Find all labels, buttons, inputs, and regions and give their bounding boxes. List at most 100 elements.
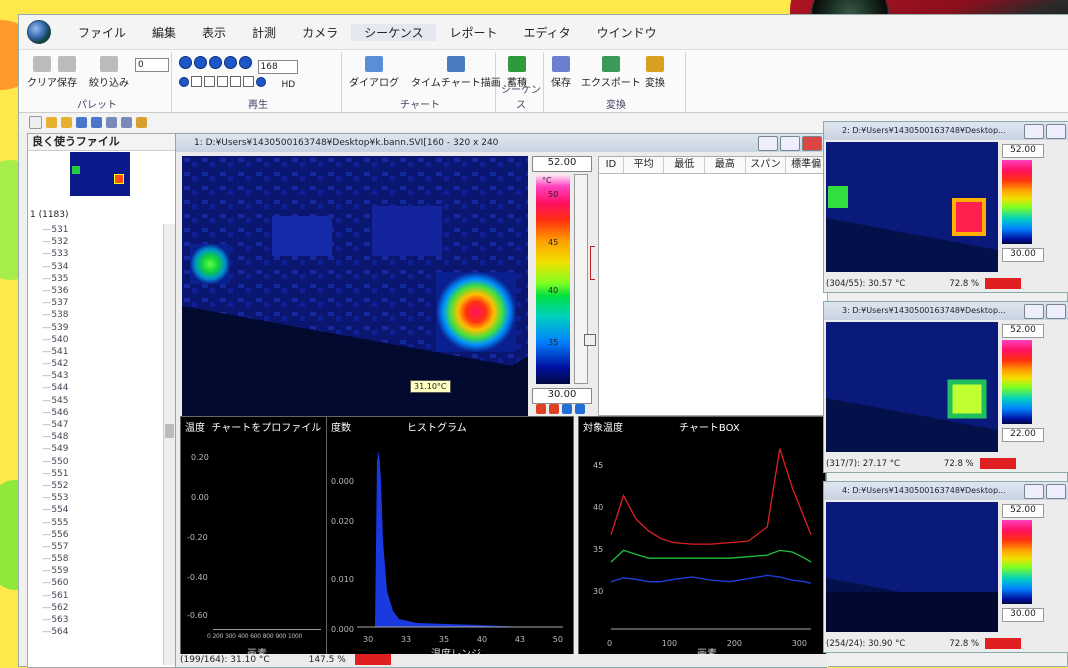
tree-item[interactable]: —549 [28,443,164,455]
new-file-icon[interactable] [29,115,42,129]
option-checkbox[interactable] [230,76,241,87]
tree-item[interactable]: —560 [28,577,164,589]
open-recent-icon[interactable] [61,116,72,128]
col-min[interactable]: 最低 [664,157,706,173]
search-icon[interactable] [106,116,117,128]
menu-sequence[interactable]: シーケンス [351,23,437,41]
tree-item[interactable]: —559 [28,565,164,577]
menu-window[interactable]: ウインドウ [596,25,657,40]
stop-icon[interactable] [209,56,222,69]
side-color-scale[interactable] [1002,520,1032,604]
scale-slider-handle[interactable] [584,334,596,346]
side-color-scale[interactable] [1002,340,1032,424]
menu-camera[interactable]: カメラ [302,25,339,40]
tree-item[interactable]: —540 [28,334,164,346]
tree-item[interactable]: —553 [28,492,164,504]
tree-item[interactable]: —537 [28,297,164,309]
back-icon[interactable] [76,116,87,128]
tree-item[interactable]: —558 [28,553,164,565]
tree-item[interactable]: —532 [28,236,164,248]
tree-item[interactable]: —542 [28,358,164,370]
tree-item[interactable]: —534 [28,261,164,273]
dialog-button[interactable]: ダイアログ [349,56,399,89]
side-min-input[interactable]: 30.00 [1002,608,1044,622]
maximize-button[interactable] [1046,124,1066,139]
option-checkbox[interactable] [204,76,215,87]
tree-item[interactable]: —552 [28,480,164,492]
menu-report[interactable]: レポート [449,25,498,40]
menu-view[interactable]: 表示 [202,25,227,40]
rewind-icon[interactable] [179,56,192,69]
palette-red-button[interactable] [549,404,559,414]
scale-range-marker[interactable] [590,246,595,280]
tree-item[interactable]: —539 [28,322,164,334]
menu-file[interactable]: ファイル [78,25,127,40]
menu-measure[interactable]: 計測 [252,25,277,40]
tree-item[interactable]: —543 [28,370,164,382]
tree-item[interactable]: —545 [28,395,164,407]
open-folder-icon[interactable] [46,116,57,128]
max-temp-input[interactable]: 52.00 [532,156,592,172]
scroll-thumb[interactable] [165,424,174,438]
tree-item[interactable]: —557 [28,541,164,553]
export-button[interactable]: エクスポート [581,56,641,89]
clear-button[interactable]: クリア [27,56,57,89]
maximize-button[interactable] [1046,484,1066,499]
tree-item[interactable]: —544 [28,382,164,394]
color-scale-bar[interactable] [536,174,570,384]
min-temp-input[interactable]: 30.00 [532,388,592,404]
convert-button[interactable]: 変換 [645,56,665,89]
palette-blue-button[interactable] [575,404,585,414]
search-folder-icon[interactable] [121,116,132,128]
palette-save-button[interactable]: 保存 [57,56,77,89]
side-max-input[interactable]: 52.00 [1002,144,1044,158]
minimize-button[interactable] [1024,124,1044,139]
tree-item[interactable]: —564 [28,626,164,638]
maximize-button[interactable] [1046,304,1066,319]
palette-spinner[interactable]: 0 [135,58,169,72]
frame-spinner[interactable]: 168 [257,60,298,74]
close-button[interactable] [802,136,822,151]
tree-item[interactable]: —561 [28,590,164,602]
loop-icon[interactable] [256,77,266,87]
record-icon[interactable] [179,77,189,87]
tree-scrollbar[interactable] [163,224,176,665]
tree-item[interactable]: —554 [28,504,164,516]
tree-item[interactable]: —533 [28,248,164,260]
filter-button[interactable]: 絞り込み [89,56,129,89]
tree-item[interactable]: —555 [28,517,164,529]
menu-editor[interactable]: エディタ [523,25,571,40]
tree-item[interactable]: —531 [28,224,164,236]
tree-item[interactable]: —563 [28,614,164,626]
tree-item[interactable]: —548 [28,431,164,443]
tree-item[interactable]: —546 [28,407,164,419]
col-average[interactable]: 平均 [624,157,665,173]
convert-save-button[interactable]: 保存 [551,56,571,89]
fast-forward-icon[interactable] [239,56,252,69]
option-checkbox[interactable] [191,76,202,87]
tree-item[interactable]: —538 [28,309,164,321]
minimize-button[interactable] [1024,304,1044,319]
app-logo-icon[interactable] [27,20,51,44]
option-checkbox[interactable] [243,76,254,87]
maximize-button[interactable] [780,136,800,151]
side-max-input[interactable]: 52.00 [1002,504,1044,518]
side-thermal-image[interactable] [826,322,998,452]
col-span[interactable]: スパン [746,157,787,173]
tree-item[interactable]: —535 [28,273,164,285]
col-max[interactable]: 最高 [705,157,746,173]
accumulate-button[interactable]: 蓄積 [507,56,527,89]
thermal-image[interactable]: 31.10°C [182,156,528,416]
timechart-button[interactable]: タイムチャート描画 [411,56,501,89]
favorite-thumbnail[interactable] [70,152,130,196]
tree-item[interactable]: —562 [28,602,164,614]
minimize-button[interactable] [1024,484,1044,499]
minimize-button[interactable] [758,136,778,151]
next-frame-icon[interactable] [224,56,237,69]
tree-item[interactable]: —541 [28,346,164,358]
menu-edit[interactable]: 編集 [152,25,177,40]
tree-item[interactable]: —547 [28,419,164,431]
option-checkbox[interactable] [217,76,228,87]
tree-item[interactable]: —556 [28,529,164,541]
forward-icon[interactable] [91,116,102,128]
